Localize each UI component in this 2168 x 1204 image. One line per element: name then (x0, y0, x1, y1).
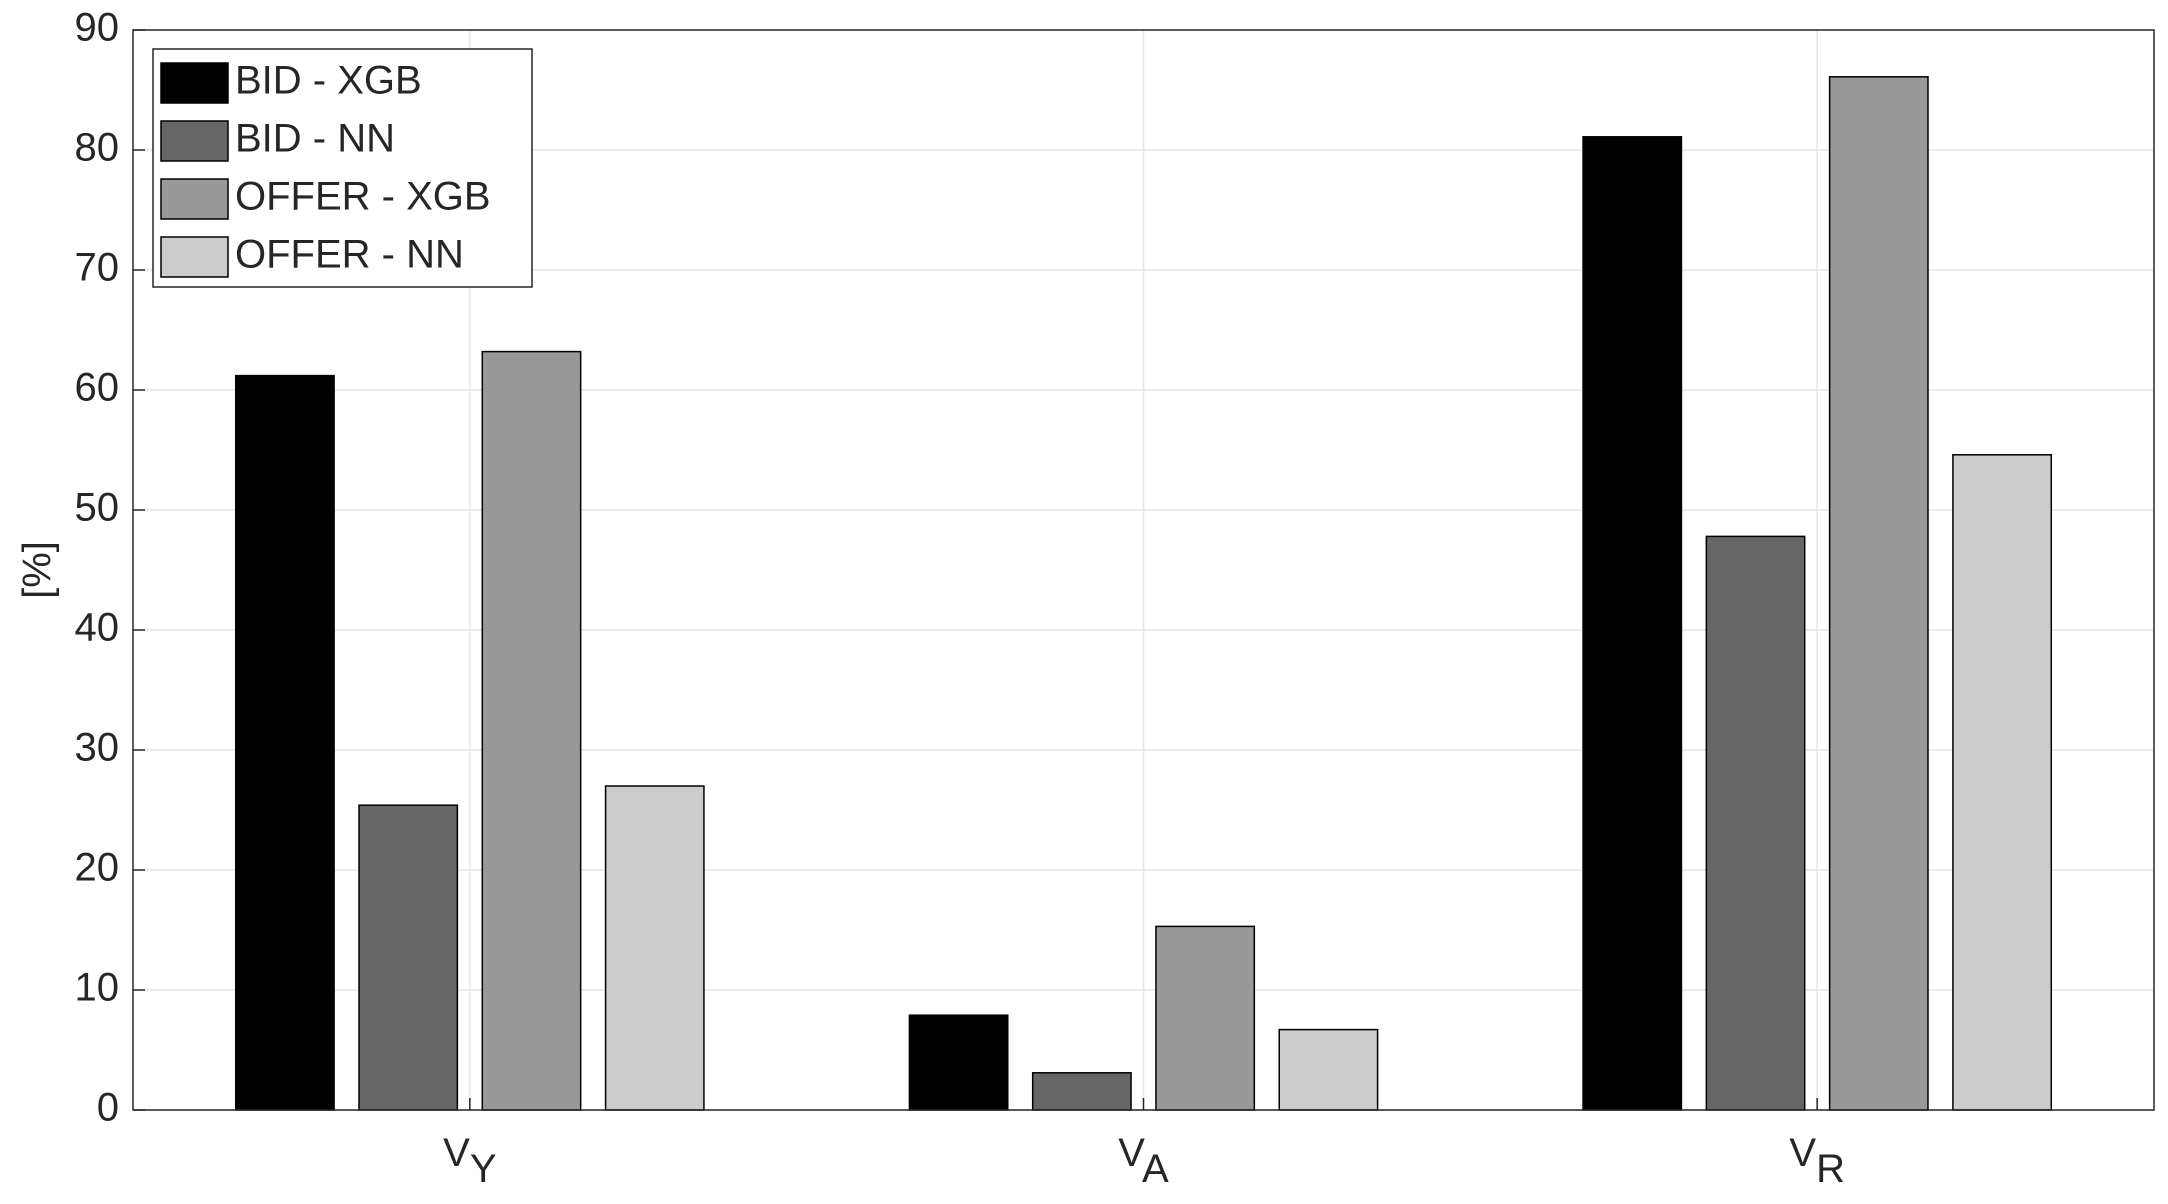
bar (1278, 1028, 1379, 1111)
bar (1705, 535, 1806, 1111)
bar (1828, 76, 1929, 1111)
bar (234, 374, 335, 1111)
category-main: V (443, 1131, 470, 1175)
y-tick-label: 10 (75, 966, 120, 1010)
bar (604, 785, 705, 1111)
y-tick-label: 30 (75, 726, 120, 770)
x-tick-label: VR (1789, 1131, 1845, 1191)
legend-swatch (160, 120, 229, 162)
y-axis-label: [%] (16, 541, 60, 599)
y-tick-label: 60 (75, 366, 120, 410)
plot-frame (132, 29, 2155, 1111)
legend-swatch (160, 62, 229, 104)
x-tick-label: VA (1118, 1131, 1169, 1191)
legend-swatch (160, 236, 229, 278)
y-tick-label: 40 (75, 606, 120, 650)
y-tick-label: 80 (75, 126, 120, 170)
category-sub: A (1142, 1147, 1169, 1191)
bar (908, 1014, 1009, 1111)
legend-swatch (160, 178, 229, 220)
x-tick-label: VY (443, 1131, 496, 1191)
category-main: V (1789, 1131, 1816, 1175)
category-sub: R (1816, 1147, 1845, 1191)
bar (1031, 1072, 1132, 1111)
category-sub: Y (470, 1147, 497, 1191)
bar (1582, 136, 1683, 1111)
bar (1952, 454, 2053, 1111)
legend-label: OFFER - XGB (235, 175, 491, 219)
y-tick-label: 90 (75, 6, 120, 50)
legend-label: OFFER - NN (235, 233, 464, 277)
category-main: V (1118, 1131, 1145, 1175)
bar (481, 350, 582, 1111)
legend-label: BID - XGB (235, 59, 422, 103)
y-tick-label: 0 (97, 1086, 119, 1130)
y-tick-label: 70 (75, 246, 120, 290)
y-tick-label: 50 (75, 486, 120, 530)
bar (358, 804, 459, 1111)
legend-label: BID - NN (235, 117, 395, 161)
bar (1155, 925, 1256, 1111)
y-tick-label: 20 (75, 846, 120, 890)
